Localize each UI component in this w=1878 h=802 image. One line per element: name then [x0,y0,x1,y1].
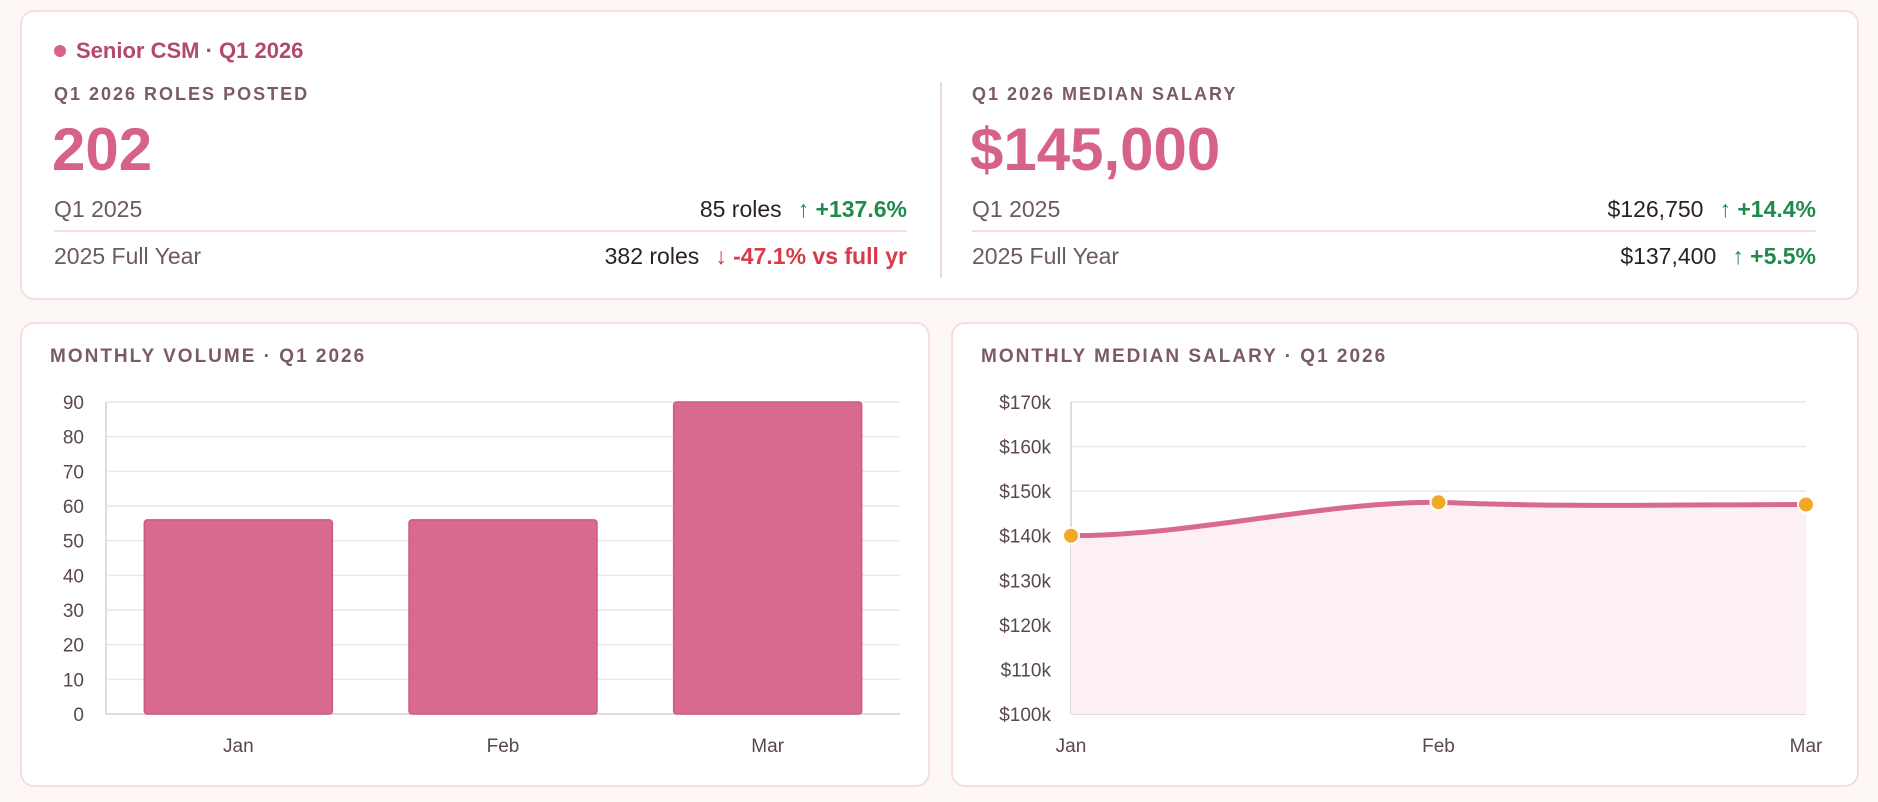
roles-comparison-q1-2025: Q1 2025 85 roles ↑ +137.6% [54,188,907,232]
x-tick-label: Feb [487,736,520,757]
comparison-name: 2025 Full Year [54,242,202,269]
comparison-value: $126,750 [1607,195,1704,222]
salary-kpi-value: $145,000 [970,116,1221,183]
salary-line-chart: $100k $110k $120k $130k $140k $150k $160k $170k… [999,393,1823,757]
bar-feb [408,519,598,715]
segment-label: Senior CSM · Q1 2026 [76,38,304,63]
volume-chart-title: MONTHLY VOLUME · Q1 2026 [50,346,367,367]
roles-kpi-label: Q1 2026 ROLES POSTED [54,84,310,104]
comparison-value: 85 roles [699,195,782,222]
comparison-change: ↑ +5.5% [1732,242,1816,269]
comparison-change: ↑ +14.4% [1719,195,1816,222]
y-tick-label: $140k [999,527,1051,548]
salary-comparison-full-year: 2025 Full Year $137,400 ↑ +5.5% [972,234,1816,278]
x-tick-label: Feb [1422,736,1455,757]
y-tick-label: $130k [999,571,1051,592]
comparison-change: ↓ -47.1% vs full yr [715,242,907,269]
comparison-name: Q1 2025 [54,195,143,222]
x-tick-label: Mar [1790,736,1823,757]
y-tick-label: 50 [63,532,84,553]
point-mar [1797,495,1815,514]
comparison-value: $137,400 [1620,242,1717,269]
point-jan [1062,526,1080,545]
salary-comparison-q1-2025: Q1 2025 $126,750 ↑ +14.4% [972,188,1816,232]
segment-pill: Senior CSM · Q1 2026 [54,38,303,64]
status-dot-icon [54,45,66,57]
y-tick-label: 90 [63,393,84,414]
x-tick-label: Mar [751,736,784,757]
y-tick-label: 30 [63,601,84,622]
y-tick-label: $110k [1001,660,1052,681]
point-feb [1429,493,1448,512]
monthly-salary-card: MONTHLY MEDIAN SALARY · Q1 2026 $100k $11… [951,322,1859,787]
y-tick-label: 60 [63,497,84,518]
roles-kpi-value: 202 [52,116,153,183]
y-tick-label: 20 [63,636,84,657]
monthly-volume-card: MONTHLY VOLUME · Q1 2026 0 10 20 30 40 50 60 70… [20,322,930,787]
y-tick-label: 0 [73,705,84,726]
y-tick-label: $150k [999,482,1051,503]
y-tick-label: 70 [63,462,84,483]
salary-chart-title: MONTHLY MEDIAN SALARY · Q1 2026 [981,346,1388,367]
comparison-name: Q1 2025 [972,195,1061,222]
x-tick-label: Jan [223,736,254,757]
y-tick-label: $170k [999,393,1051,414]
y-tick-label: 10 [63,670,84,691]
y-tick-label: 80 [63,428,84,449]
kpi-divider [940,82,942,278]
comparison-value: 382 roles [604,242,700,269]
bar-mar [672,401,863,715]
roles-comparison-full-year: 2025 Full Year 382 roles ↓ -47.1% vs ful… [54,234,907,278]
x-tick-label: Jan [1056,736,1087,757]
bar-jan [143,519,334,715]
comparison-name: 2025 Full Year [972,242,1120,269]
y-tick-label: 40 [63,566,84,587]
comparison-change: ↑ +137.6% [797,195,907,222]
y-tick-label: $160k [999,438,1051,459]
y-tick-label: $100k [999,705,1051,726]
salary-kpi-label: Q1 2026 MEDIAN SALARY [972,84,1238,104]
kpi-summary-card: Senior CSM · Q1 2026 Q1 2026 ROLES POSTE… [20,10,1859,300]
salary-area-fill [1071,502,1806,714]
y-tick-label: $120k [999,616,1051,637]
volume-bar-chart: 0 10 20 30 40 50 60 70 80 90 Jan Feb Mar [63,393,900,757]
